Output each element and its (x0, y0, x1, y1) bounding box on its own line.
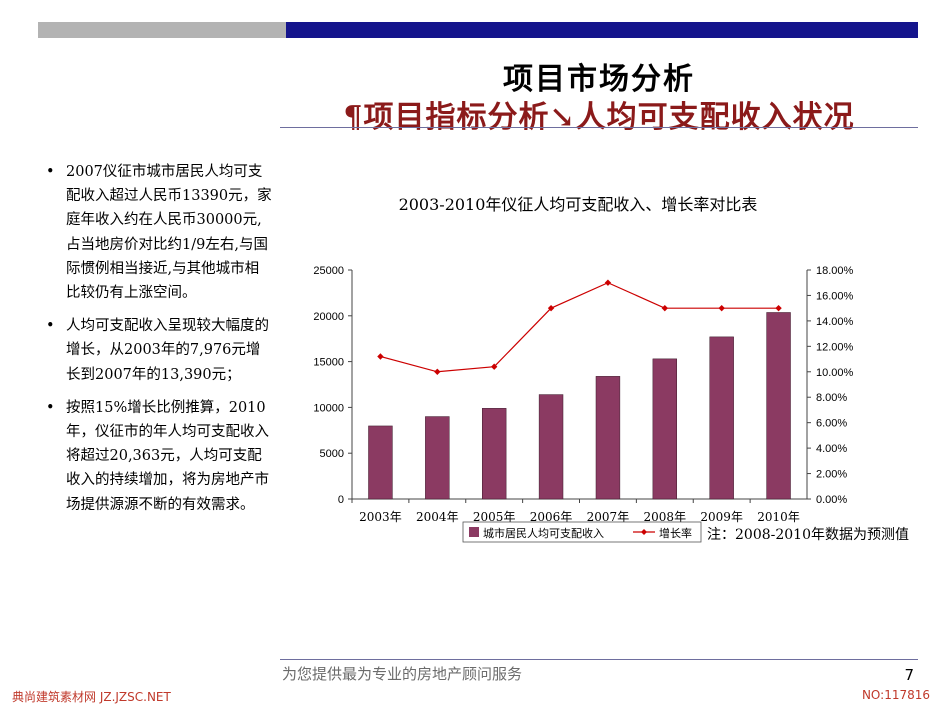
watermark-site: 典尚建筑素材网 JZ.JZSC.NET (12, 690, 171, 704)
income-bar (595, 376, 621, 500)
y-right-tick-label: 2.00% (816, 469, 847, 481)
x-tick-label: 2009年 (700, 510, 743, 524)
y-right-tick-label: 12.00% (816, 341, 854, 353)
legend-bar-label: 城市居民人均可支配收入 (483, 526, 604, 540)
x-tick-label: 2004年 (416, 510, 459, 524)
income-bar (538, 394, 564, 500)
legend-bar-swatch (469, 527, 479, 537)
watermark-id: NO:117816 (861, 688, 930, 702)
growth-rate-point (775, 304, 782, 312)
y-left-tick-label: 5000 (320, 448, 344, 460)
slide-title: 项目市场分析 (503, 62, 695, 97)
bullet-text: 按照15%增长比例推算，2010年，仪征市的年人均可支配收入将超过20,363元… (66, 399, 269, 513)
x-tick-label: 2003年 (359, 510, 402, 524)
y-left-tick-label: 0 (338, 494, 344, 506)
title-divider (280, 127, 918, 128)
bullet-item: • 按照15%增长比例推算，2010年，仪征市的年人均可支配收入将超过20,363… (44, 396, 272, 517)
y-right-tick-label: 10.00% (816, 367, 854, 379)
chart-title: 2003-2010年仪征人均可支配收入、增长率对比表 (399, 195, 758, 214)
growth-rate-point (604, 279, 612, 286)
bullet-text: 2007仪征市城市居民人均可支配收入超过人民币13390元，家庭年收入约在人民币… (66, 164, 272, 302)
y-left-tick-label: 10000 (313, 402, 344, 414)
legend-line-label: 增长率 (659, 526, 692, 540)
bullet-dot-icon: • (46, 318, 55, 335)
income-bar (368, 425, 393, 500)
legend-line-marker (641, 529, 647, 535)
growth-rate-point (377, 353, 384, 360)
y-left-tick-label: 20000 (313, 311, 344, 323)
bullet-item: • 人均可支配收入呈现较大幅度的增长，从2003年的7,976元增长到2007年的… (44, 314, 272, 387)
income-bar (766, 312, 791, 500)
header-bar-gray (38, 22, 286, 38)
y-right-tick-label: 16.00% (816, 290, 854, 302)
bullet-dot-icon: • (46, 164, 55, 180)
income-growth-chart: 2003-2010年仪征人均可支配收入、增长率对比表 0 5000 10000 150… (313, 195, 909, 543)
y-right-tick-label: 4.00% (816, 443, 847, 455)
growth-rate-point (661, 304, 669, 312)
bullet-text: 人均可支配收入呈现较大幅度的增长，从2003年的7,976元增长到2007年的1… (66, 318, 269, 383)
growth-rate-point (718, 304, 725, 312)
y-right-tick-label: 6.00% (816, 418, 847, 430)
income-bar (481, 408, 507, 500)
x-tick-label: 2008年 (644, 510, 687, 524)
growth-rate-line (380, 282, 779, 373)
bullet-item: • 2007仪征市城市居民人均可支配收入超过人民币13390元，家庭年收入约在人民… (44, 160, 272, 305)
y-right-tick-label: 8.00% (816, 392, 847, 404)
footer-divider (280, 659, 918, 660)
chart-note: 注：2008-2010年数据为预测值 (707, 527, 909, 543)
growth-rate-point (547, 304, 555, 312)
growth-rate-point (490, 363, 498, 370)
page-number: 7 (904, 666, 914, 684)
income-bar (425, 416, 450, 500)
bullet-list: • 2007仪征市城市居民人均可支配收入超过人民币13390元，家庭年收入约在人民… (44, 160, 272, 526)
y-right-tick-label: 14.00% (816, 316, 854, 328)
income-bar (709, 336, 734, 500)
y-left-tick-label: 15000 (313, 357, 344, 369)
slide-subtitle: ¶项目指标分析↘人均可支配收入状况 (343, 100, 855, 135)
x-tick-label: 2005年 (473, 510, 516, 524)
x-tick-label: 2007年 (587, 510, 630, 524)
growth-rate-point (434, 368, 441, 375)
y-left-tick-label: 25000 (313, 265, 344, 277)
header-bar-navy (286, 22, 918, 38)
footer-slogan: 为您提供最为专业的房地产顾问服务 (282, 665, 523, 683)
bullet-dot-icon: • (46, 399, 55, 416)
y-right-tick-label: 0.00% (816, 494, 847, 506)
legend-box (462, 521, 702, 543)
x-tick-label: 2006年 (530, 510, 573, 524)
income-bar (652, 358, 678, 500)
y-right-tick-label: 18.00% (816, 265, 854, 277)
x-tick-label: 2010年 (757, 510, 800, 524)
